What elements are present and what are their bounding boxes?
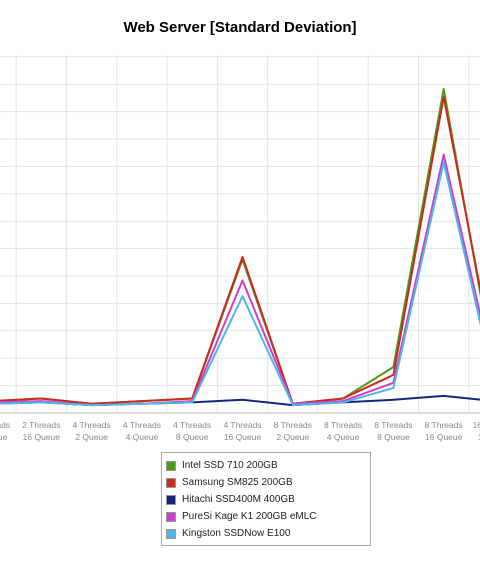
x-tick-label: 16 Threads [473, 420, 480, 430]
x-tick-label: 4 Queue [126, 432, 159, 442]
x-tick-label: 4 Queue [327, 432, 360, 442]
legend-swatch [166, 494, 176, 505]
series-line-5 [0, 161, 480, 407]
x-tick-label: 8 Threads [324, 420, 362, 430]
x-tick-label: 4 Threads [123, 420, 161, 430]
legend-swatch [166, 460, 176, 471]
x-tick-label: 4 Threads [73, 420, 111, 430]
x-tick-label: 16 Queue [224, 432, 262, 442]
legend-item: PureSi Kage K1 200GB eMLC [166, 508, 370, 525]
series-lines [0, 88, 480, 407]
legend-label: Hitachi SSD400M 400GB [182, 494, 295, 505]
legend-label: Intel SSD 710 200GB [182, 460, 278, 471]
x-tick-label: 8 Threads [425, 420, 463, 430]
x-tick-label: 8 Queue [176, 432, 209, 442]
series-line-4 [0, 153, 480, 407]
x-tick-label: 1 Queue [478, 432, 480, 442]
x-tick-label: 1 Queue [0, 432, 8, 442]
series-line-1 [0, 88, 480, 405]
legend-item: Hitachi SSD400M 400GB [166, 491, 370, 508]
legend-item: Intel SSD 710 200GB [166, 457, 370, 474]
x-tick-label: 4 Threads [173, 420, 211, 430]
x-tick-labels: 4 Threads 1 Queue 2 Threads 16 Queue 4 Threa… [0, 420, 480, 442]
x-tick-label: 2 Queue [75, 432, 108, 442]
legend-item: Samsung SM825 200GB [166, 474, 370, 491]
x-tick-label: 8 Queue [377, 432, 410, 442]
chart-title: Web Server [Standard Deviation] [123, 19, 357, 36]
legend-swatch [166, 477, 176, 488]
legend-item: Kingston SSDNow E100 [166, 525, 370, 542]
x-tick-label: 4 Threads [223, 420, 261, 430]
x-tick-label: 4 Threads [0, 420, 10, 430]
legend-label: PureSi Kage K1 200GB eMLC [182, 511, 317, 522]
grid [0, 55, 480, 414]
line-chart: 4 Threads 1 Queue 2 Threads 16 Queue 4 Threa… [0, 55, 480, 442]
legend-swatch [166, 511, 176, 522]
legend-swatch [166, 528, 176, 539]
x-tick-label: 2 Queue [276, 432, 309, 442]
x-tick-label: 8 Threads [274, 420, 312, 430]
series-line-2 [0, 95, 480, 405]
legend-label: Samsung SM825 200GB [182, 477, 293, 488]
x-tick-label: 2 Threads [22, 420, 60, 430]
x-tick-label: 16 Queue [425, 432, 463, 442]
x-tick-label: 8 Threads [374, 420, 412, 430]
legend: Intel SSD 710 200GB Samsung SM825 200GB Hi… [161, 452, 371, 546]
x-tick-label: 16 Queue [23, 432, 61, 442]
legend-label: Kingston SSDNow E100 [182, 528, 291, 539]
